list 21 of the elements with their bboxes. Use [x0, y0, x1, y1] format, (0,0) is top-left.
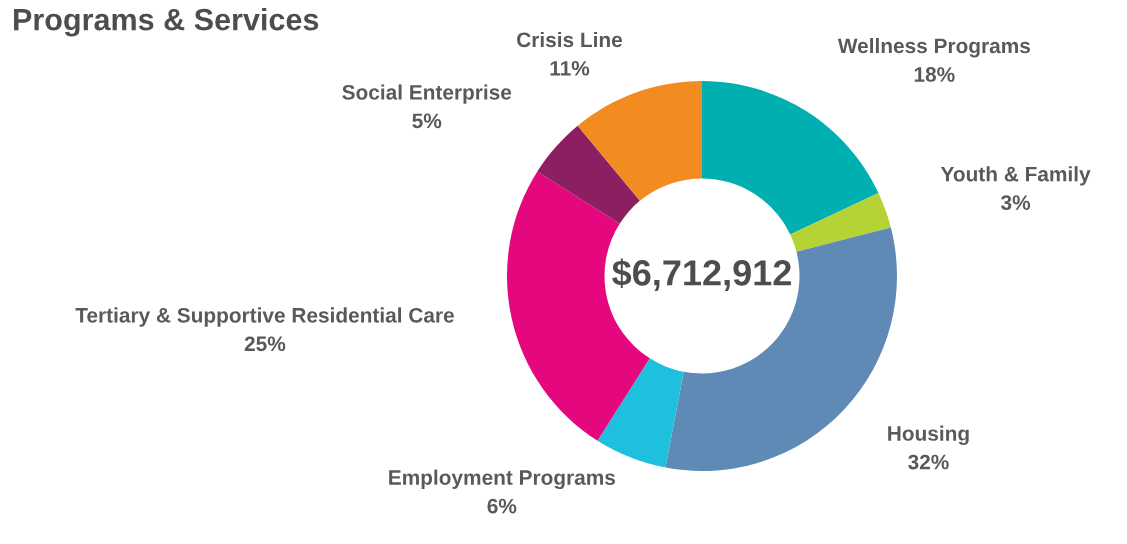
- slice-label: Employment Programs: [389, 469, 616, 490]
- slice-label: Wellness Programs: [837, 37, 1030, 58]
- slice-label: Housing: [888, 425, 969, 446]
- chart-title: Programs & Services: [14, 8, 319, 37]
- data-label: 5%: [412, 113, 442, 129]
- data-label: 32%: [908, 454, 949, 470]
- data-label: 18%: [914, 67, 955, 82]
- slice-label: Youth & Family: [940, 166, 1091, 186]
- text: $6,712,912: [612, 258, 791, 291]
- slice-label: Crisis Line: [517, 31, 623, 48]
- donut-slice: [577, 81, 702, 201]
- donut-slice: [597, 358, 684, 468]
- data-label: 11%: [550, 60, 590, 76]
- donut-slice: [537, 125, 640, 224]
- donut-slice: [790, 192, 891, 252]
- data-label: 6%: [487, 498, 517, 514]
- data-label: 25%: [244, 336, 286, 352]
- slice-label: Tertiary & Supportive Residential Care: [75, 307, 454, 327]
- donut-slice: [702, 81, 879, 235]
- data-label: 3%: [1000, 195, 1031, 210]
- slice-label: Social Enterprise: [342, 84, 512, 104]
